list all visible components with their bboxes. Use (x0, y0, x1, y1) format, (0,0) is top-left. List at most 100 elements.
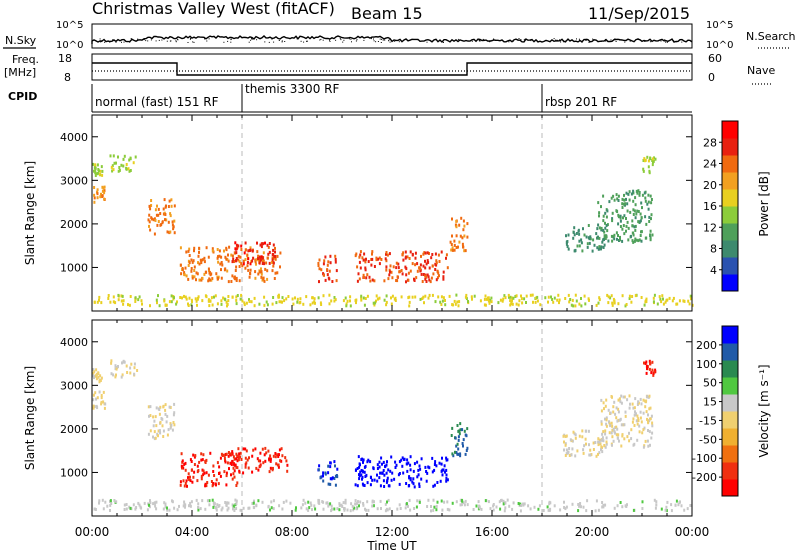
echo-cell (574, 249, 577, 253)
echo-cell (158, 412, 161, 416)
echo-cell (304, 501, 307, 505)
echo-cell (430, 256, 433, 260)
echo-cell (617, 234, 619, 237)
echo-cell (634, 196, 637, 200)
echo-cell (376, 507, 379, 511)
echo-cell (578, 504, 581, 508)
echo-cell (426, 259, 429, 263)
noise-search-dot (443, 41, 444, 43)
echo-cell (624, 410, 627, 414)
echo-cell (413, 462, 416, 466)
echo-cell (313, 504, 316, 508)
echo-cell (527, 504, 530, 508)
echo-cell (235, 484, 238, 487)
echo-cell (317, 262, 320, 265)
echo-cell (98, 295, 101, 299)
echo-cell (392, 265, 395, 269)
echo-cell (645, 399, 648, 403)
y-tick-label: 3000 (60, 379, 88, 392)
echo-cell (154, 208, 157, 212)
echo-cell (633, 424, 636, 427)
echo-cell (231, 254, 234, 258)
echo-cell (652, 373, 655, 377)
echo-cell (609, 296, 612, 300)
echo-cell (579, 502, 582, 505)
echo-cell (232, 466, 235, 470)
echo-cell (349, 509, 352, 513)
echo-cell (261, 262, 264, 265)
echo-cell (129, 157, 132, 161)
echo-cell (621, 294, 624, 298)
echo-cell (226, 461, 229, 465)
echo-cell (391, 276, 394, 280)
echo-cell (630, 437, 633, 441)
colorbar-tick-label: 200 (696, 339, 717, 352)
noise-search-dot (483, 39, 485, 41)
echo-cell (457, 245, 459, 249)
echo-cell (248, 275, 251, 279)
echo-cell (239, 255, 242, 259)
echo-cell (386, 476, 389, 480)
echo-cell (327, 482, 330, 486)
echo-cell (625, 217, 627, 220)
echo-cell (231, 503, 234, 507)
noise-search-dot (585, 40, 587, 41)
echo-cell (630, 234, 632, 238)
echo-cell (639, 416, 642, 420)
echo-cell (267, 449, 270, 453)
noise-search-dot (273, 41, 275, 43)
echo-cell (571, 298, 574, 302)
noise-search-dot (208, 38, 210, 40)
noise-search-dot (278, 40, 280, 41)
echo-cell (411, 295, 414, 299)
echo-cell (206, 481, 209, 484)
echo-cell (127, 303, 129, 307)
echo-cell (272, 296, 275, 299)
echo-cell (443, 500, 446, 504)
echo-cell (451, 501, 454, 505)
echo-cell (207, 267, 210, 271)
echo-cell (565, 242, 568, 246)
noise-search-dot (494, 39, 496, 41)
echo-cell (548, 508, 551, 512)
echo-cell (279, 459, 282, 463)
echo-cell (196, 479, 199, 483)
echo-cell (169, 406, 172, 409)
echo-cell (334, 260, 337, 264)
echo-cell (369, 483, 372, 487)
echo-cell (349, 295, 352, 299)
echo-cell (360, 298, 363, 302)
echo-cell (318, 267, 321, 271)
noise-left-tick-bottom: 10^0 (56, 40, 83, 51)
echo-cell (619, 501, 622, 504)
echo-cell (216, 256, 219, 260)
echo-cell (183, 273, 186, 277)
echo-cell (244, 447, 247, 451)
echo-cell (382, 479, 385, 483)
echo-cell (395, 266, 398, 270)
echo-cell (210, 296, 213, 300)
echo-cell (327, 471, 330, 475)
echo-cell (378, 256, 381, 260)
noise-search-dot (482, 38, 484, 40)
echo-cell (349, 299, 351, 303)
echo-cell (318, 280, 320, 284)
noise-search-dot (664, 39, 666, 41)
noise-search-dot (329, 39, 330, 41)
echo-cell (152, 502, 155, 506)
echo-cell (102, 507, 105, 511)
echo-cell (566, 240, 569, 243)
echo-cell (578, 239, 581, 243)
echo-cell (317, 296, 320, 300)
echo-cell (191, 480, 194, 484)
echo-cell (181, 268, 184, 272)
echo-cell (651, 233, 654, 237)
echo-cell (267, 252, 270, 256)
echo-cell (641, 431, 644, 435)
colorbar-segment (722, 121, 738, 139)
noise-search-dot (381, 38, 383, 40)
echo-cell (439, 479, 442, 483)
echo-cell (386, 460, 388, 464)
echo-cell (152, 218, 155, 222)
echo-cell (582, 505, 585, 509)
